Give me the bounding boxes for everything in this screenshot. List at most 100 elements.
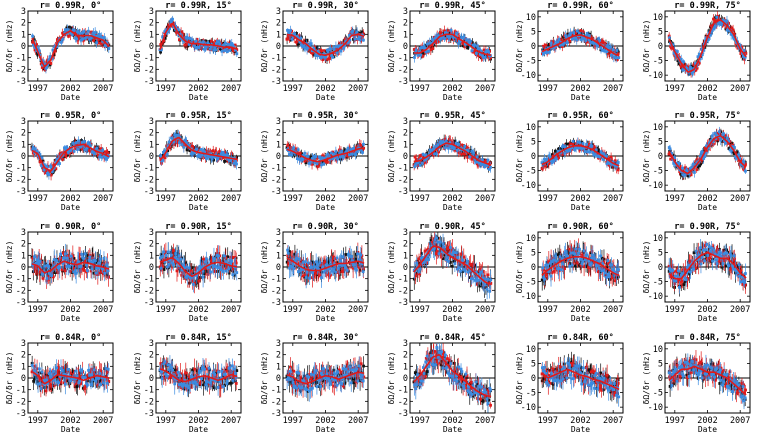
data-point xyxy=(540,161,544,165)
y-axis-label: δΩ/δr (nHz) xyxy=(642,20,651,73)
data-point xyxy=(335,47,339,51)
data-point xyxy=(428,148,432,152)
x-axis-label: Date xyxy=(571,93,590,102)
data-point xyxy=(289,29,292,32)
data-point xyxy=(577,32,581,35)
data-point xyxy=(231,43,235,47)
data-point xyxy=(671,43,675,47)
data-point xyxy=(328,57,331,61)
x-tick-label: 1997 xyxy=(283,84,303,94)
data-point xyxy=(687,65,691,69)
data-point xyxy=(617,56,621,59)
data-point xyxy=(581,142,585,145)
data-point xyxy=(571,142,575,146)
data-point xyxy=(326,48,329,52)
data-point xyxy=(234,50,238,54)
y-tick-label: 1 xyxy=(149,140,154,150)
data-point xyxy=(590,144,594,148)
data-point xyxy=(679,57,683,61)
data-point xyxy=(350,152,354,156)
data-point xyxy=(575,29,579,33)
data-point xyxy=(52,53,56,57)
data-point xyxy=(35,43,38,46)
data-point xyxy=(437,150,441,154)
data-point xyxy=(429,48,433,52)
data-point xyxy=(359,144,363,147)
data-point xyxy=(45,65,48,69)
data-point xyxy=(443,29,446,33)
data-point xyxy=(33,147,37,151)
data-point xyxy=(216,157,220,161)
data-point xyxy=(572,36,576,40)
data-point xyxy=(481,54,484,58)
data-point xyxy=(434,41,438,45)
data-point xyxy=(605,50,609,54)
data-point xyxy=(179,30,183,34)
data-point xyxy=(204,45,208,49)
data-point xyxy=(48,63,52,67)
y-tick-label: 3 xyxy=(276,117,281,127)
data-point xyxy=(593,153,597,157)
data-point xyxy=(79,145,83,149)
y-tick-label: 2 xyxy=(21,19,26,29)
data-point xyxy=(579,38,583,42)
data-point xyxy=(334,150,338,154)
data-point xyxy=(725,19,729,23)
x-tick-label: 2002 xyxy=(697,84,717,94)
y-tick-label: 0 xyxy=(21,42,26,52)
data-point xyxy=(547,50,551,54)
data-point xyxy=(555,157,558,161)
y-tick-label: -10 xyxy=(521,71,536,81)
data-point xyxy=(303,46,307,50)
data-point xyxy=(312,46,316,50)
panel-title: r= 0.99R, 30° xyxy=(292,1,359,11)
data-point xyxy=(329,151,333,155)
data-point xyxy=(419,157,423,161)
data-point xyxy=(220,49,224,53)
data-point xyxy=(697,61,701,65)
y-tick-label: -5 xyxy=(653,57,663,67)
panel-title: r= 0.99R, 75° xyxy=(674,1,741,11)
data-point xyxy=(470,149,474,153)
data-point xyxy=(609,45,612,49)
data-point xyxy=(431,47,435,50)
data-point xyxy=(67,151,70,154)
data-point xyxy=(457,42,460,45)
data-point xyxy=(586,150,589,154)
data-point xyxy=(588,150,592,154)
panel-r0-c4: r= 0.99R, 60° -10 -5 0 5 10 1997 2002 2007 Date δΩ… xyxy=(515,1,624,102)
y-tick-label: -1 xyxy=(144,164,154,174)
data-point xyxy=(69,148,72,152)
y-tick-label: -3 xyxy=(144,187,154,197)
data-point xyxy=(65,145,69,149)
data-point xyxy=(474,154,478,157)
data-point xyxy=(180,143,184,147)
y-tick-label: -2 xyxy=(398,65,408,75)
data-point xyxy=(473,49,477,53)
y-tick-label: -1 xyxy=(16,164,26,174)
data-point xyxy=(203,150,207,154)
data-point xyxy=(53,49,57,53)
x-tick-label: 2007 xyxy=(348,194,368,204)
data-point xyxy=(356,37,360,41)
data-point xyxy=(205,157,208,160)
data-point xyxy=(359,148,363,152)
y-tick-label: 5 xyxy=(658,27,663,37)
data-point xyxy=(482,48,486,52)
data-point xyxy=(234,48,237,52)
data-point xyxy=(324,156,327,160)
data-point xyxy=(303,151,307,155)
data-point xyxy=(722,19,726,23)
data-point xyxy=(90,36,93,40)
data-point xyxy=(697,52,701,56)
y-axis-label: δΩ/δr (nHz) xyxy=(133,130,142,183)
trend-line xyxy=(413,33,492,56)
data-point xyxy=(82,30,86,34)
data-point xyxy=(559,38,563,42)
data-point xyxy=(552,46,555,50)
trend-line xyxy=(286,33,365,57)
data-points xyxy=(412,134,493,173)
data-point xyxy=(36,52,40,56)
data-point xyxy=(219,152,223,156)
data-point xyxy=(186,44,190,48)
